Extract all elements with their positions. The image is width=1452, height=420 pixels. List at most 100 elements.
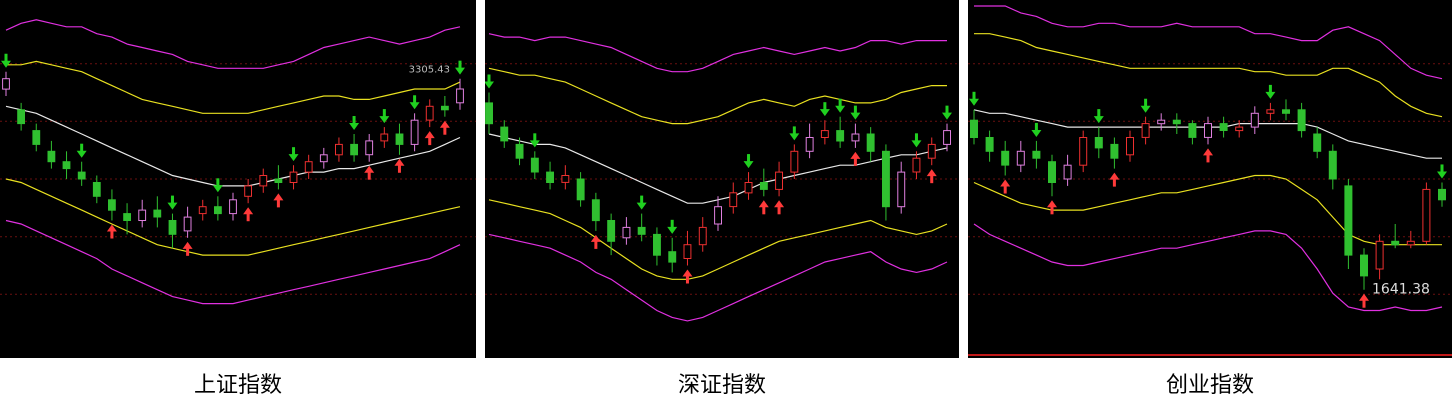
candle-body [1266,109,1275,114]
lower-band-outer-line [488,233,948,322]
buy-signal-arrow [1203,148,1213,163]
price-label: 3305.43 [409,65,450,76]
candle-body [395,133,404,145]
candle-body [653,233,661,256]
candle-body [244,185,252,197]
sell-signal-arrow [1437,164,1447,179]
candle-body [530,157,539,173]
lower-band-inner-line [973,174,1442,246]
candle-body [153,209,162,218]
candle-body [561,175,570,183]
candle-body [183,216,192,232]
candle-body [425,105,434,121]
sell-signal-arrow [1031,122,1042,137]
candle-body [1219,123,1228,131]
candle-body [456,88,464,104]
candle-body [775,171,784,190]
candle-body [123,213,131,222]
candle-body [1188,123,1197,138]
candle-body [744,182,753,194]
candle-body [335,143,343,156]
candle-body [108,199,116,211]
candle-body [1391,240,1400,246]
candle-body [1110,143,1119,159]
candle-body [198,206,207,215]
buy-signal-arrow [1000,179,1011,194]
price-label: 1641.38 [1372,282,1430,298]
upper-band-outer-line [5,19,461,69]
candle-body [1032,150,1041,159]
candle-body [683,244,692,259]
chart-svg-shenzhen [485,33,959,322]
candle-body [836,130,845,142]
sell-signal-arrow [349,116,360,131]
candle-body [485,102,494,125]
sell-signal-arrow [911,133,922,148]
candle-body [304,161,313,173]
sell-signal-arrow [288,147,299,162]
candle-body [1438,188,1446,201]
candle-body [607,220,616,242]
candle-body [729,192,738,208]
buy-signal-arrow [243,207,254,222]
sell-signal-arrow [212,178,223,193]
candle-body [319,154,328,163]
candle-body [714,206,723,225]
candle-body [622,226,631,239]
buy-signal-arrow [424,131,435,146]
candle-body [546,171,554,184]
buy-signal-arrow [1359,293,1369,308]
buy-signal-arrow [590,234,601,249]
candle-body [1297,109,1306,132]
candle-body [1126,137,1134,156]
candle-body [1406,240,1415,246]
upper-band-outer-line [488,33,947,73]
chart-svg-chinext: 1641.38 [968,5,1452,356]
lower-band-inner-line [488,199,948,280]
buy-signal-arrow [1047,200,1057,215]
candle-body [1172,119,1181,125]
upper-band-outer-line [974,5,1443,80]
upper-band-inner-line [974,33,1443,118]
sell-signal-arrow [76,143,87,158]
buy-signal-arrow [774,200,785,215]
candle-body [1048,161,1056,183]
candle-body [32,130,41,145]
sell-signal-arrow [379,109,390,124]
sell-signal-arrow [942,105,952,120]
upper-band-inner-line [6,60,461,114]
candle-body [1250,112,1259,128]
candle-body [1079,137,1088,166]
sell-signal-arrow [835,98,846,113]
candle-body [515,143,524,159]
sell-signal-arrow [1140,98,1151,113]
chart-title-shanghai: 上证指数 [193,373,282,398]
candle-body [591,199,600,222]
candle-body [77,171,86,180]
candle-body [698,226,707,246]
candle-body [274,178,283,183]
middle-line-line [488,133,948,204]
candle-body [62,161,71,170]
chart-panel-shenzhen [485,0,959,358]
chart-panel-chinext: 1641.38 [968,0,1452,358]
candle-body [866,133,875,152]
buy-signal-arrow [758,200,769,215]
candle-body [92,182,101,197]
lower-band-outer-line [5,219,461,305]
candle-body [637,226,646,235]
candle-body [1016,150,1025,166]
sell-signal-arrow [789,126,800,141]
sell-signal-arrow [819,102,830,117]
candle-body [380,133,389,142]
candle-body [820,130,829,139]
sell-signal-arrow [529,133,540,148]
chart-svg-shanghai: 3305.43 [0,19,476,305]
candle-body [668,251,677,263]
upper-band-inner-line [488,67,947,125]
chart-panel-shanghai: 3305.43 [0,0,476,358]
candle-body [759,182,768,190]
candle-body [1141,123,1150,138]
candle-body [410,119,419,145]
candle-body [365,140,374,156]
